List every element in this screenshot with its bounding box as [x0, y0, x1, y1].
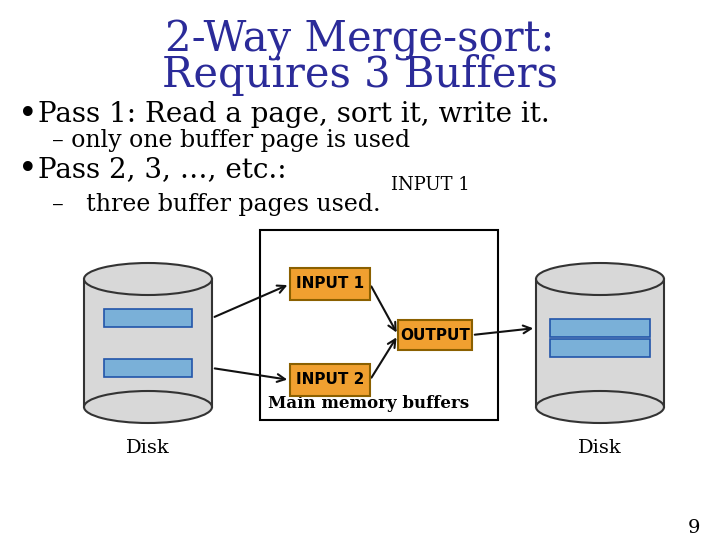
FancyBboxPatch shape — [550, 319, 650, 337]
FancyBboxPatch shape — [398, 320, 472, 350]
FancyBboxPatch shape — [290, 364, 370, 396]
FancyBboxPatch shape — [104, 359, 192, 377]
Polygon shape — [84, 279, 212, 407]
Text: Disk: Disk — [578, 439, 622, 457]
Text: Requires 3 Buffers: Requires 3 Buffers — [162, 54, 558, 96]
Text: Main memory buffers: Main memory buffers — [269, 395, 469, 413]
Text: 9: 9 — [688, 519, 700, 537]
Text: Pass 1: Read a page, sort it, write it.: Pass 1: Read a page, sort it, write it. — [38, 102, 550, 129]
Text: INPUT 1: INPUT 1 — [296, 276, 364, 292]
Text: OUTPUT: OUTPUT — [400, 327, 470, 342]
FancyBboxPatch shape — [550, 339, 650, 357]
Polygon shape — [536, 279, 664, 407]
Text: •: • — [18, 99, 37, 131]
Text: –   three buffer pages used.: – three buffer pages used. — [52, 193, 381, 217]
FancyBboxPatch shape — [290, 268, 370, 300]
Ellipse shape — [84, 391, 212, 423]
Text: – only one buffer page is used: – only one buffer page is used — [52, 129, 410, 152]
Text: •: • — [18, 154, 37, 186]
Text: INPUT 2: INPUT 2 — [296, 373, 364, 388]
Ellipse shape — [536, 263, 664, 295]
Text: 2-Way Merge-sort:: 2-Way Merge-sort: — [166, 19, 554, 61]
Text: INPUT 1: INPUT 1 — [391, 176, 469, 194]
FancyBboxPatch shape — [104, 309, 192, 327]
Ellipse shape — [84, 263, 212, 295]
Text: Disk: Disk — [126, 439, 170, 457]
Ellipse shape — [536, 391, 664, 423]
FancyBboxPatch shape — [260, 230, 498, 420]
Text: Pass 2, 3, …, etc.:: Pass 2, 3, …, etc.: — [38, 157, 287, 184]
